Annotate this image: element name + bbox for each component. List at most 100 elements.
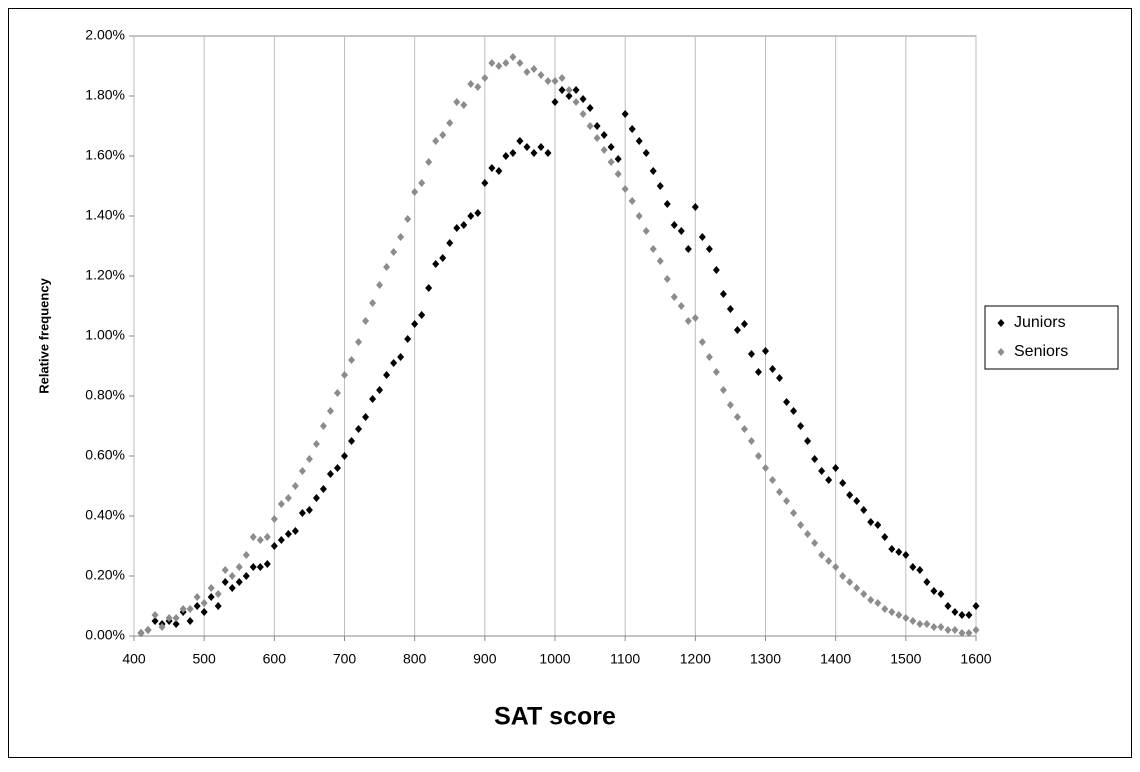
data-point xyxy=(593,122,601,130)
data-point xyxy=(958,611,966,619)
data-point xyxy=(740,425,748,433)
data-point xyxy=(733,326,741,334)
data-point xyxy=(670,293,678,301)
data-point xyxy=(544,77,552,85)
data-point xyxy=(439,254,447,262)
legend-label: Juniors xyxy=(1014,314,1066,331)
data-point xyxy=(572,98,580,106)
data-point xyxy=(565,86,573,94)
data-point xyxy=(951,608,959,616)
data-point xyxy=(916,620,924,628)
data-point xyxy=(495,62,503,70)
data-point xyxy=(747,437,755,445)
data-point xyxy=(397,353,405,361)
data-point xyxy=(684,317,692,325)
data-point xyxy=(263,533,271,541)
data-point xyxy=(790,407,798,415)
data-point xyxy=(558,74,566,82)
data-point xyxy=(769,365,777,373)
y-tick-label: 0.80% xyxy=(85,387,125,403)
data-point xyxy=(291,527,299,535)
data-point xyxy=(348,356,356,364)
data-point xyxy=(355,425,363,433)
data-point xyxy=(867,518,875,526)
data-point xyxy=(747,350,755,358)
data-point xyxy=(776,488,784,496)
data-point xyxy=(284,494,292,502)
data-point xyxy=(376,281,384,289)
x-tick-label: 900 xyxy=(473,651,497,667)
data-point xyxy=(923,578,931,586)
data-point xyxy=(439,131,447,139)
data-point xyxy=(811,539,819,547)
y-axis-title: Relative frequency xyxy=(36,277,51,393)
data-point xyxy=(467,212,475,220)
data-point xyxy=(551,77,559,85)
data-point xyxy=(376,386,384,394)
data-point xyxy=(319,422,327,430)
y-tick-label: 2.00% xyxy=(85,27,125,43)
data-point xyxy=(200,599,208,607)
data-point xyxy=(937,623,945,631)
data-point xyxy=(193,593,201,601)
data-point xyxy=(453,98,461,106)
data-point xyxy=(516,59,524,67)
y-tick-label: 0.00% xyxy=(85,627,125,643)
data-point xyxy=(663,275,671,283)
data-point xyxy=(804,530,812,538)
data-point xyxy=(839,479,847,487)
x-tick-label: 400 xyxy=(122,651,146,667)
data-point xyxy=(895,611,903,619)
data-point xyxy=(235,578,243,586)
data-point xyxy=(853,497,861,505)
data-point xyxy=(698,233,706,241)
data-point xyxy=(530,149,538,157)
y-tick-label: 1.80% xyxy=(85,87,125,103)
data-point xyxy=(418,311,426,319)
data-point xyxy=(355,338,363,346)
data-point xyxy=(656,182,664,190)
data-point xyxy=(790,509,798,517)
data-point xyxy=(537,143,545,151)
data-point xyxy=(404,335,412,343)
data-point xyxy=(698,338,706,346)
data-point xyxy=(853,584,861,592)
data-point xyxy=(270,542,278,550)
data-point xyxy=(460,221,468,229)
data-point xyxy=(930,623,938,631)
data-point xyxy=(362,413,370,421)
data-point xyxy=(726,305,734,313)
data-point xyxy=(825,557,833,565)
data-point xyxy=(965,629,973,637)
data-point xyxy=(460,101,468,109)
data-point xyxy=(326,470,334,478)
data-point xyxy=(628,125,636,133)
data-point xyxy=(481,179,489,187)
data-point xyxy=(888,545,896,553)
data-point xyxy=(298,467,306,475)
data-point xyxy=(565,92,573,100)
data-point xyxy=(600,131,608,139)
data-point xyxy=(312,494,320,502)
x-tick-label: 1200 xyxy=(680,651,711,667)
x-tick-label: 1300 xyxy=(750,651,781,667)
data-point xyxy=(621,110,629,118)
data-point xyxy=(804,437,812,445)
data-point xyxy=(783,398,791,406)
data-point xyxy=(712,266,720,274)
data-point xyxy=(944,602,952,610)
data-point xyxy=(221,578,229,586)
x-tick-label: 800 xyxy=(403,651,427,667)
data-point xyxy=(509,53,517,61)
data-point xyxy=(544,149,552,157)
data-point xyxy=(333,389,341,397)
data-point xyxy=(214,602,222,610)
data-point xyxy=(902,614,910,622)
data-point xyxy=(249,533,257,541)
data-point xyxy=(972,602,980,610)
data-point xyxy=(909,563,917,571)
data-point xyxy=(404,215,412,223)
data-point xyxy=(705,353,713,361)
data-point xyxy=(348,437,356,445)
